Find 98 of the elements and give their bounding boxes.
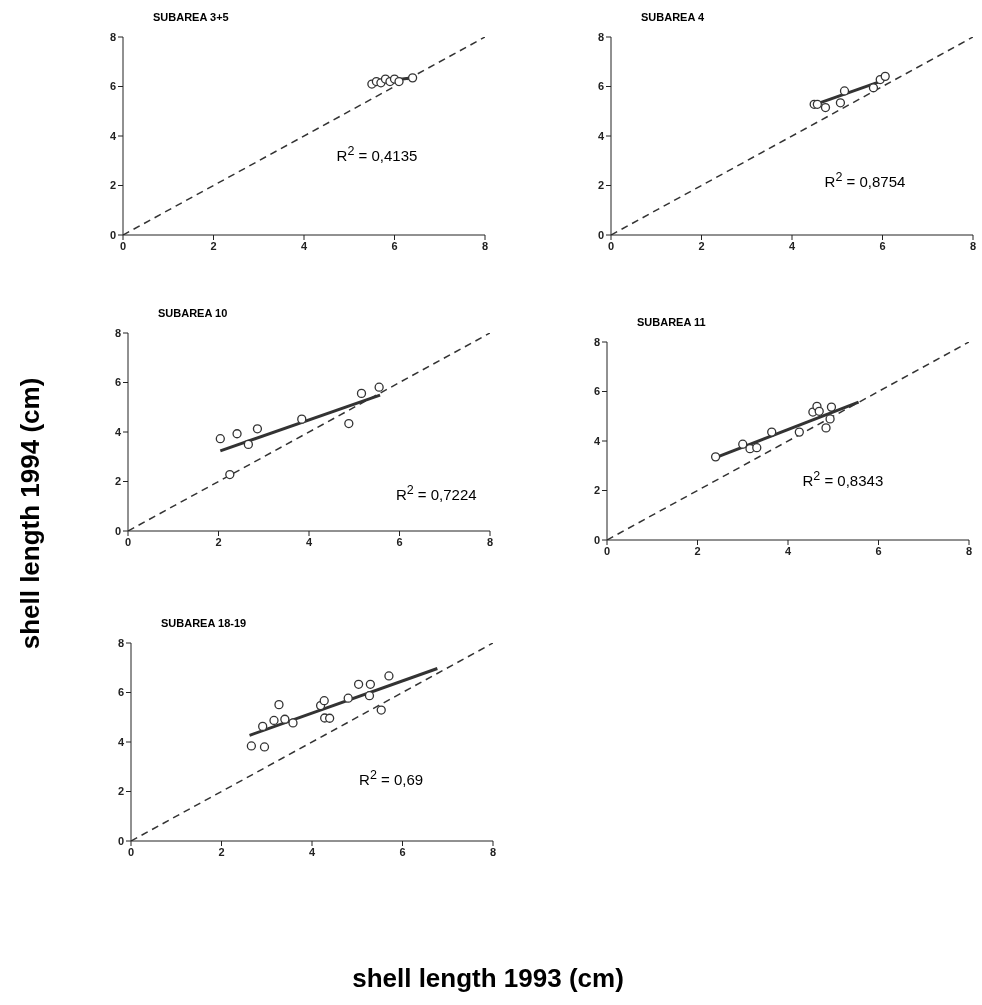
point bbox=[839, 86, 850, 96]
y-tick-label: 6 bbox=[109, 80, 116, 93]
x-tick-label: 2 bbox=[694, 544, 701, 557]
point bbox=[243, 439, 254, 450]
x-tick-label: 4 bbox=[300, 239, 308, 252]
y-tick-label: 6 bbox=[597, 80, 604, 93]
y-tick-label: 2 bbox=[109, 179, 116, 192]
point bbox=[374, 382, 384, 392]
y-tick-label: 4 bbox=[114, 425, 122, 438]
x-tick-label: 8 bbox=[969, 239, 977, 252]
point bbox=[280, 714, 290, 724]
x-tick-label: 2 bbox=[218, 845, 225, 858]
x-tick-label: 6 bbox=[875, 544, 882, 557]
point bbox=[274, 699, 284, 710]
y-tick-label: 0 bbox=[109, 228, 116, 241]
point bbox=[407, 73, 418, 83]
point bbox=[246, 741, 257, 751]
point bbox=[814, 406, 824, 416]
y-tick-label: 8 bbox=[593, 335, 600, 348]
point bbox=[394, 76, 404, 87]
point bbox=[826, 402, 837, 412]
point bbox=[820, 102, 831, 113]
chart-title: SUBAREA 3+5 bbox=[153, 11, 229, 23]
y-tick-label: 0 bbox=[117, 834, 124, 847]
x-tick-label: 2 bbox=[215, 535, 222, 548]
annotation: R$^{2}$ = 0,8754 bbox=[824, 169, 906, 190]
point bbox=[384, 671, 394, 681]
point bbox=[767, 427, 777, 437]
x-tick-label: 6 bbox=[396, 535, 403, 548]
y-tick-label: 4 bbox=[593, 434, 601, 447]
y-tick-label: 2 bbox=[597, 179, 604, 192]
y-tick-label: 6 bbox=[593, 385, 600, 398]
point bbox=[821, 423, 831, 433]
chart-title: SUBAREA 10 bbox=[158, 307, 228, 319]
point bbox=[868, 83, 879, 93]
point bbox=[794, 427, 804, 437]
point bbox=[356, 388, 367, 399]
y-tick-label: 8 bbox=[117, 636, 124, 649]
point bbox=[297, 414, 307, 424]
y-tick-label: 6 bbox=[117, 686, 124, 699]
y-tick-label: 4 bbox=[109, 129, 117, 142]
y-tick-label: 4 bbox=[597, 129, 605, 142]
chart-title: SUBAREA 11 bbox=[637, 316, 706, 328]
x-tick-label: 4 bbox=[788, 239, 796, 252]
point bbox=[288, 718, 298, 728]
point bbox=[343, 693, 353, 703]
point bbox=[364, 691, 375, 701]
chart-title: SUBAREA 4 bbox=[641, 11, 705, 23]
annotation: R$^{2}$ = 0,8343 bbox=[802, 468, 884, 489]
x-tick-label: 2 bbox=[698, 239, 705, 252]
y-tick-label: 8 bbox=[109, 30, 116, 43]
x-tick-label: 4 bbox=[305, 535, 313, 548]
y-axis-title: shell length 1994 (cm) bbox=[14, 376, 46, 652]
x-tick-label: 6 bbox=[399, 845, 406, 858]
chart-title: SUBAREA 18-19 bbox=[161, 617, 247, 629]
x-axis-title: shell length 1993 (cm) bbox=[351, 963, 625, 994]
annotation: R$^{2}$ = 0,4135 bbox=[336, 143, 418, 164]
point bbox=[344, 418, 354, 429]
x-tick-label: 2 bbox=[210, 239, 217, 252]
y-tick-label: 0 bbox=[597, 228, 604, 241]
point bbox=[835, 98, 846, 108]
point bbox=[225, 469, 235, 480]
y-tick-label: 8 bbox=[597, 30, 604, 43]
annotation: R$^{2}$ = 0,7224 bbox=[395, 483, 477, 504]
y-tick-label: 8 bbox=[114, 326, 121, 339]
y-tick-label: 2 bbox=[593, 484, 600, 497]
point bbox=[215, 434, 225, 444]
point bbox=[880, 71, 890, 81]
x-tick-label: 8 bbox=[481, 239, 489, 252]
y-tick-label: 0 bbox=[114, 524, 121, 537]
point bbox=[258, 721, 268, 732]
annotation: R$^{2}$ = 0,69 bbox=[359, 767, 424, 788]
point bbox=[325, 713, 335, 723]
x-tick-label: 0 bbox=[127, 845, 135, 858]
y-tick-label: 2 bbox=[117, 785, 124, 798]
x-tick-label: 8 bbox=[489, 845, 497, 858]
x-tick-label: 4 bbox=[308, 845, 316, 858]
x-tick-label: 4 bbox=[784, 544, 792, 557]
point bbox=[259, 742, 270, 752]
point bbox=[232, 429, 242, 439]
point bbox=[825, 414, 835, 424]
point bbox=[738, 439, 748, 449]
y-tick-label: 6 bbox=[114, 376, 121, 389]
x-tick-label: 8 bbox=[965, 544, 973, 557]
x-tick-label: 8 bbox=[486, 535, 494, 548]
point bbox=[710, 452, 721, 462]
x-tick-label: 0 bbox=[607, 239, 615, 252]
x-tick-label: 6 bbox=[879, 239, 886, 252]
point bbox=[752, 443, 762, 453]
point bbox=[319, 696, 329, 706]
point bbox=[252, 424, 263, 434]
point bbox=[353, 679, 364, 689]
point bbox=[376, 705, 386, 715]
point bbox=[269, 715, 279, 726]
y-tick-label: 2 bbox=[114, 475, 121, 488]
y-tick-label: 4 bbox=[117, 735, 125, 748]
x-tick-label: 6 bbox=[391, 239, 398, 252]
point bbox=[365, 679, 376, 689]
